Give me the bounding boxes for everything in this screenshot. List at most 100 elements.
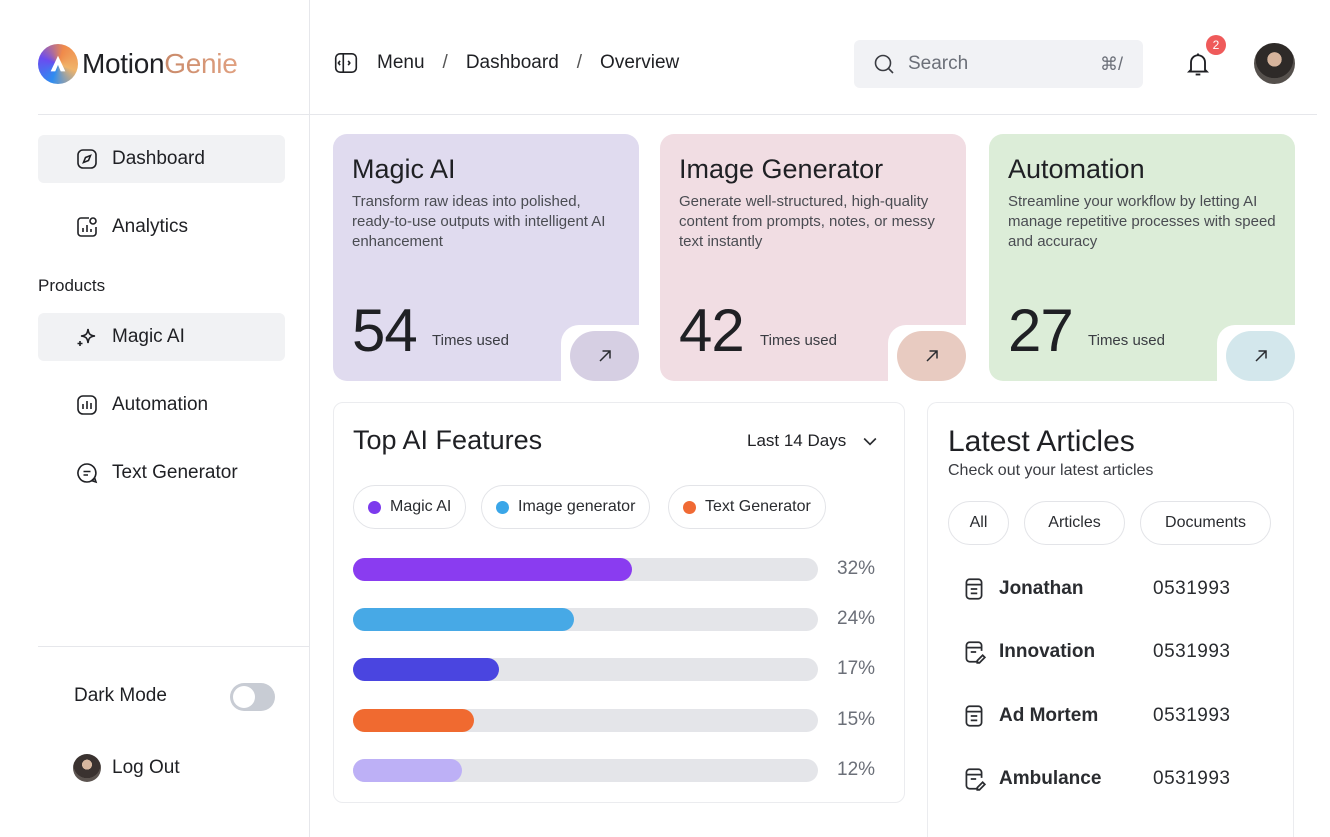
legend-chip-magic-ai[interactable]: Magic AI xyxy=(353,485,467,529)
article-row[interactable]: Ambulance 0531993 xyxy=(961,764,1281,794)
usage-bar-row: 17% xyxy=(353,658,883,682)
divider xyxy=(38,114,310,115)
brand-name-part2: Genie xyxy=(164,48,238,79)
card-open-button[interactable] xyxy=(897,331,966,381)
filter-all[interactable]: All xyxy=(948,501,1009,545)
card-title: Automation xyxy=(1008,154,1145,184)
sidebar-item-automation[interactable]: Automation xyxy=(38,381,285,429)
breadcrumb-overview[interactable]: Overview xyxy=(600,52,680,73)
logo-icon xyxy=(38,44,78,84)
breadcrumb-dashboard[interactable]: Dashboard xyxy=(465,52,559,73)
article-code: 0531993 xyxy=(1153,768,1231,789)
logout-button[interactable]: Log Out xyxy=(73,754,180,782)
sidebar-item-text-generator[interactable]: Text Generator xyxy=(38,449,285,497)
sidebar-item-analytics[interactable]: Analytics xyxy=(38,203,285,251)
divider xyxy=(38,646,310,647)
card-count: 54 xyxy=(352,297,418,364)
bar-percentage: 12% xyxy=(837,759,876,780)
arrow-up-right-icon xyxy=(925,350,938,362)
article-name: Innovation xyxy=(999,641,1096,662)
sidebar-item-label: Analytics xyxy=(112,216,189,237)
bar-track xyxy=(353,759,818,782)
brand-name-part1: Motion xyxy=(82,48,165,79)
article-name: Ad Mortem xyxy=(999,705,1099,726)
sidebar-toggle-icon[interactable] xyxy=(333,50,359,76)
sidebar-item-label: Dashboard xyxy=(112,148,205,169)
analytics-icon xyxy=(74,214,100,240)
legend-chip-text-generator[interactable]: Text Generator xyxy=(668,485,826,529)
notification-badge: 2 xyxy=(1206,35,1226,55)
panel-subtitle: Check out your latest articles xyxy=(948,462,1154,479)
breadcrumb-menu[interactable]: Menu xyxy=(377,52,425,73)
user-avatar[interactable] xyxy=(1254,43,1295,84)
bar-chart-icon xyxy=(74,392,100,418)
document-icon xyxy=(965,578,983,600)
article-row[interactable]: Ad Mortem 0531993 xyxy=(961,701,1281,731)
breadcrumb: Menu / Dashboard / Overview xyxy=(333,50,679,76)
article-row[interactable]: Jonathan 0531993 xyxy=(961,574,1281,604)
notifications-button[interactable] xyxy=(1184,50,1214,80)
article-row[interactable]: Innovation 0531993 xyxy=(961,637,1281,667)
article-code: 0531993 xyxy=(1153,705,1231,726)
sidebar-item-label: Automation xyxy=(112,394,209,415)
bar-fill xyxy=(353,759,462,782)
breadcrumb-separator: / xyxy=(442,52,448,73)
bar-fill xyxy=(353,658,499,681)
legend-label: Text Generator xyxy=(705,498,811,515)
divider xyxy=(310,114,1317,115)
legend-label: Magic AI xyxy=(390,498,452,515)
arrow-up-right-icon xyxy=(1254,350,1267,362)
sidebar-item-dashboard[interactable]: Dashboard xyxy=(38,135,285,183)
bar-fill xyxy=(353,558,632,581)
sparkle-icon xyxy=(74,324,100,350)
article-code: 0531993 xyxy=(1153,578,1231,599)
bar-fill xyxy=(353,709,474,732)
bar-track xyxy=(353,709,818,732)
search-input[interactable]: Search ⌘/ xyxy=(854,40,1143,88)
article-code: 0531993 xyxy=(1153,641,1231,662)
card-image-generator: Image Generator Generate well-structured… xyxy=(660,134,966,381)
search-icon xyxy=(874,54,894,74)
latest-articles-panel: Latest Articles Check out your latest ar… xyxy=(927,402,1294,837)
document-edit-icon xyxy=(965,641,987,664)
usage-bar-row: 32% xyxy=(353,558,883,582)
search-placeholder: Search xyxy=(908,53,969,74)
breadcrumb-separator: / xyxy=(576,52,583,73)
bar-track xyxy=(353,608,818,631)
brand-name: MotionGenie xyxy=(82,48,238,80)
filter-articles[interactable]: Articles xyxy=(1024,501,1125,545)
card-count: 27 xyxy=(1008,297,1074,364)
bar-percentage: 24% xyxy=(837,608,876,629)
arrow-up-right-icon xyxy=(598,350,611,362)
panel-title: Top AI Features xyxy=(353,425,543,455)
card-open-button[interactable] xyxy=(1226,331,1295,381)
legend-label: Image generator xyxy=(518,498,636,515)
legend-dot xyxy=(368,500,381,514)
panel-title: Latest Articles xyxy=(948,425,1135,458)
card-magic-ai: Magic AI Transform raw ideas into polish… xyxy=(333,134,639,381)
legend-chip-image-generator[interactable]: Image generator xyxy=(481,485,651,529)
document-edit-icon xyxy=(965,768,987,791)
brand-logo[interactable]: MotionGenie xyxy=(38,44,238,84)
sidebar-item-label: Magic AI xyxy=(112,326,185,347)
filter-documents[interactable]: Documents xyxy=(1140,501,1271,545)
avatar xyxy=(73,754,101,782)
sidebar: MotionGenie Dashboard Analytics Products… xyxy=(0,0,310,837)
date-range-dropdown[interactable]: Last 14 Days xyxy=(747,431,880,451)
dark-mode-toggle[interactable] xyxy=(230,683,275,711)
logout-label: Log Out xyxy=(112,757,180,778)
card-title: Image Generator xyxy=(679,154,884,184)
card-description: Streamline your workflow by letting AI m… xyxy=(1008,193,1276,250)
sidebar-item-magic-ai[interactable]: Magic AI xyxy=(38,313,285,361)
date-range-label: Last 14 Days xyxy=(747,431,847,450)
legend-dot xyxy=(683,500,696,514)
compass-icon xyxy=(74,146,100,172)
bar-fill xyxy=(353,608,574,631)
sidebar-item-label: Text Generator xyxy=(112,462,238,483)
card-open-button[interactable] xyxy=(570,331,639,381)
card-title: Magic AI xyxy=(352,154,456,184)
bar-percentage: 15% xyxy=(837,709,876,730)
chevron-down-icon xyxy=(863,437,877,446)
bar-track xyxy=(353,658,818,681)
card-description: Transform raw ideas into polished, ready… xyxy=(352,193,606,250)
